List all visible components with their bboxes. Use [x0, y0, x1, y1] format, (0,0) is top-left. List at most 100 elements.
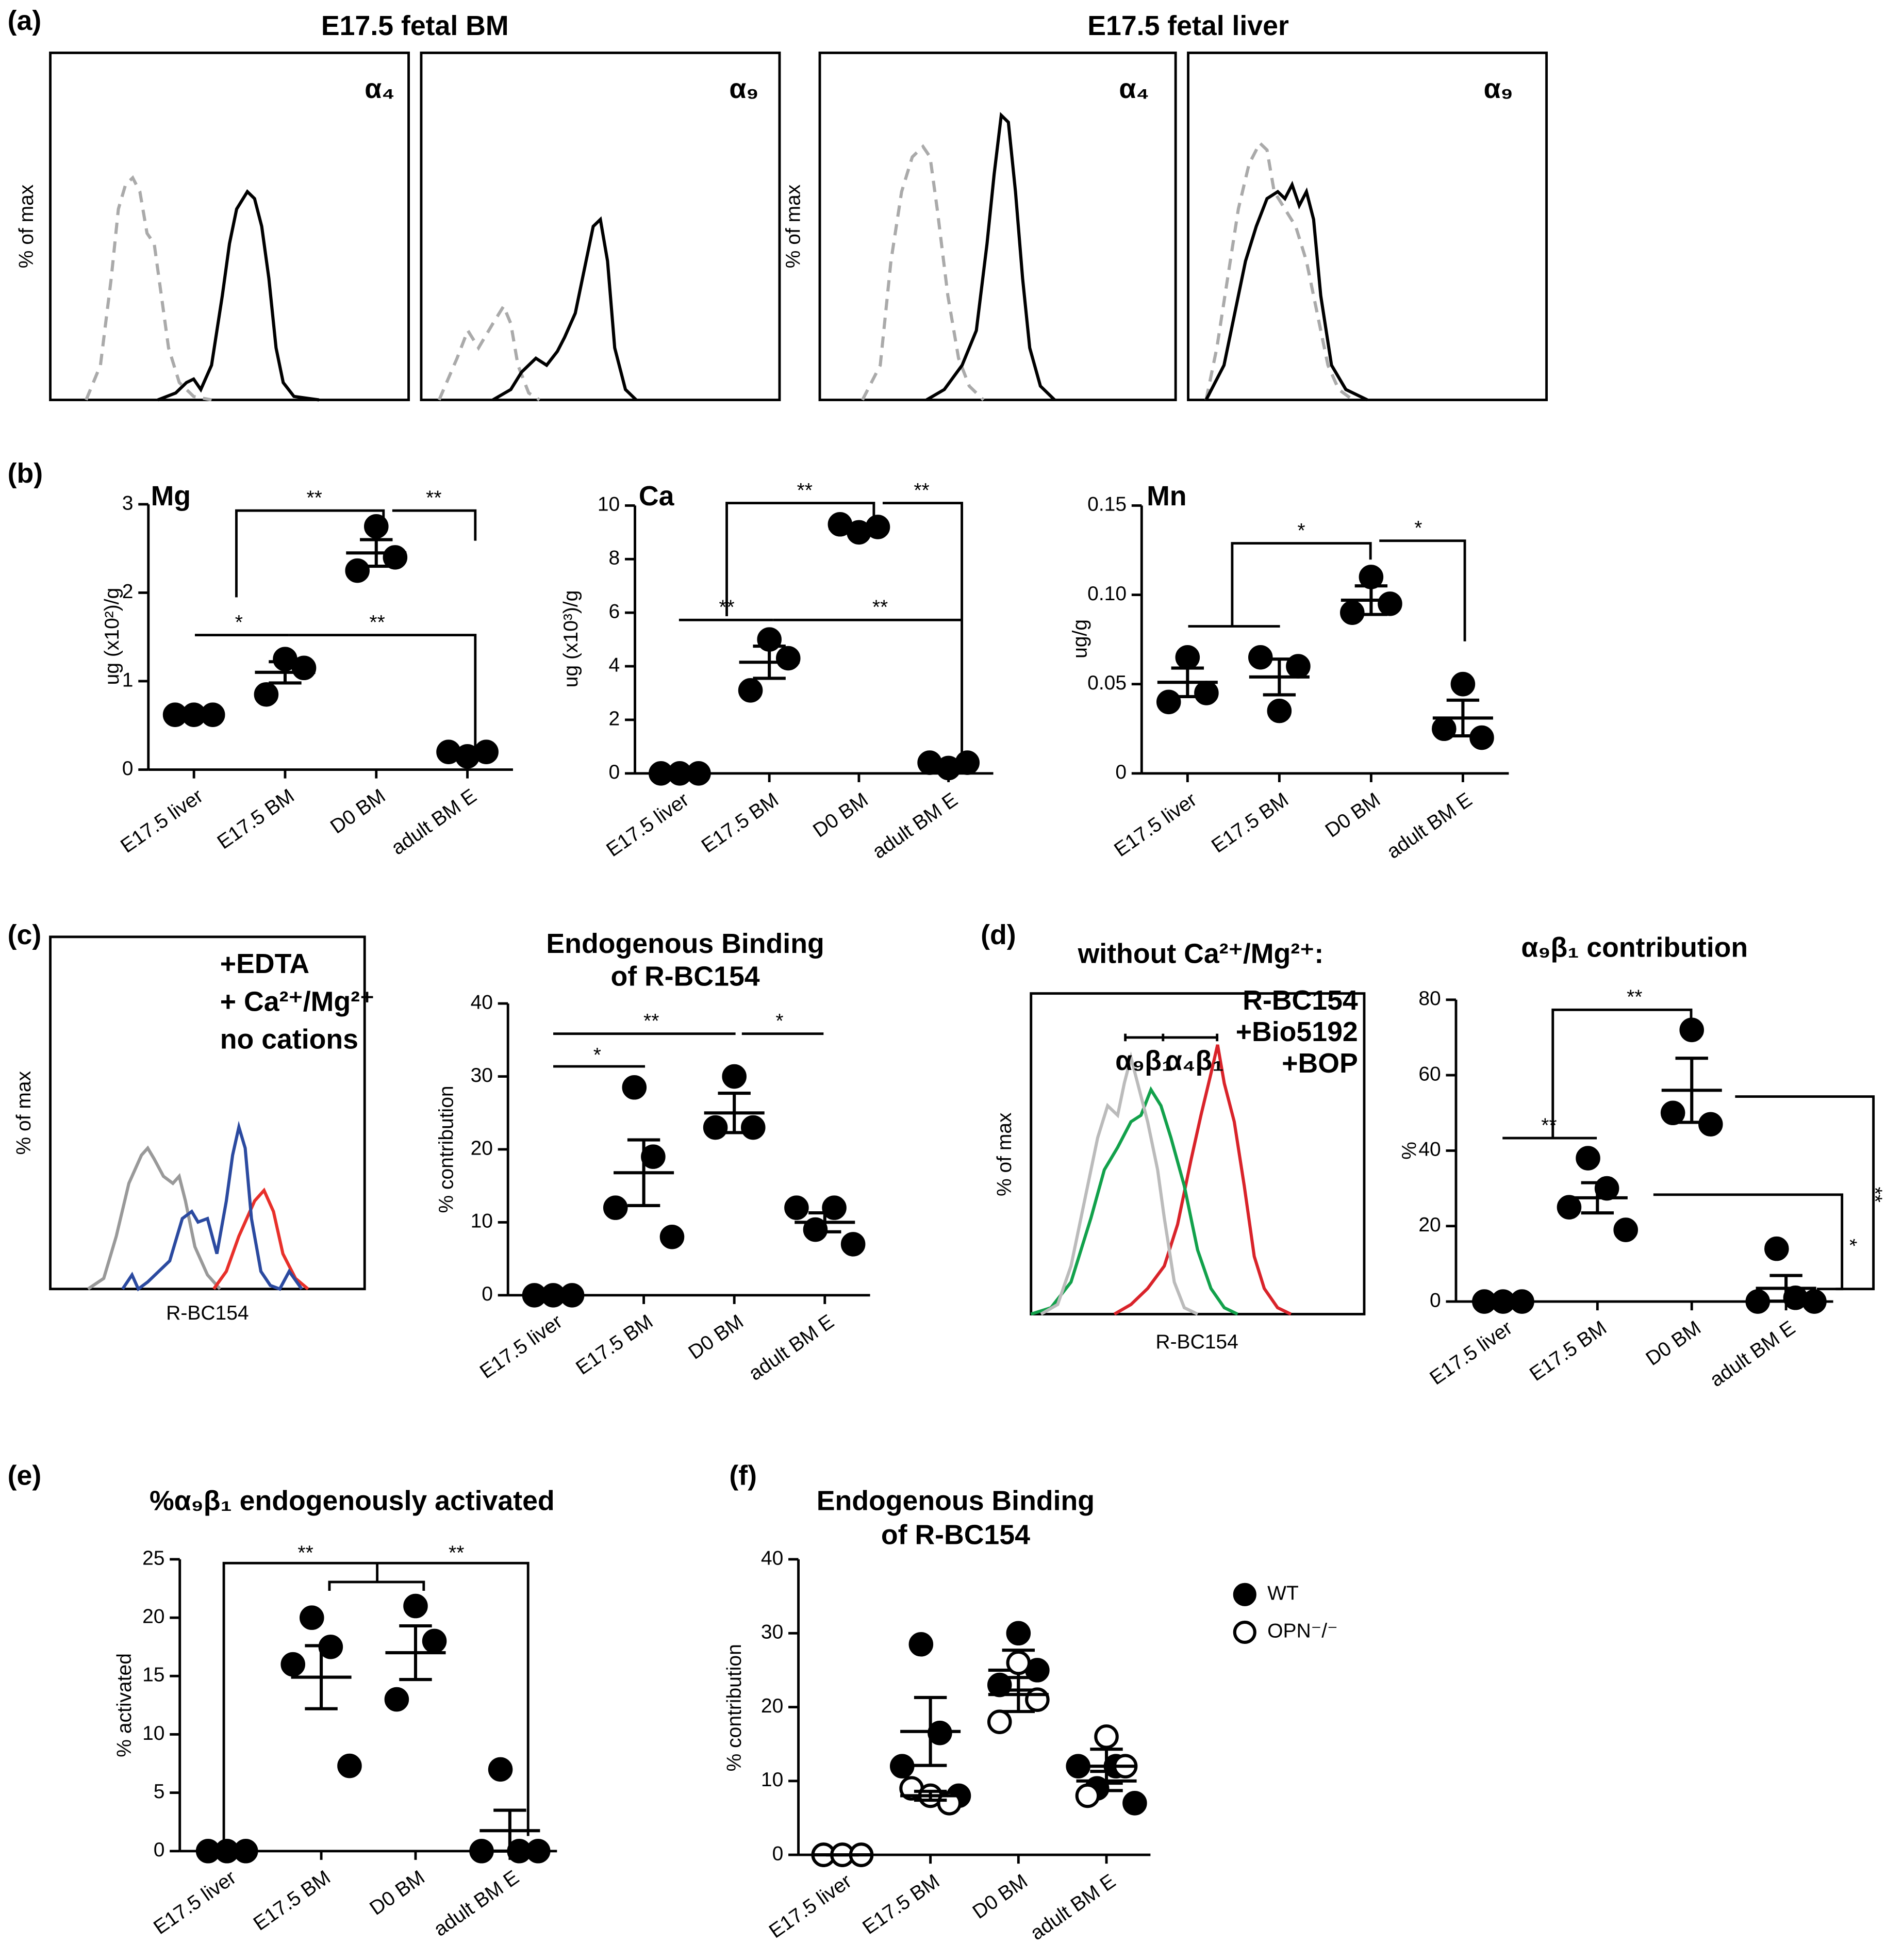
y-tick-label: 40 [1418, 1139, 1441, 1161]
significance: * [1839, 1239, 1861, 1246]
bracket [1231, 542, 1372, 627]
y-tick-label: 0 [1430, 1289, 1441, 1311]
y-tick-label: 3 [122, 492, 134, 514]
significance: * [775, 1010, 783, 1032]
marker-label: α₉ [729, 73, 758, 104]
histogram-curve [1040, 1051, 1199, 1316]
y-tick-label: 20 [142, 1605, 164, 1627]
chart-title: Mg [151, 481, 191, 512]
chart-title: Endogenous Binding [817, 1485, 1095, 1516]
y-axis-label: % contribution [723, 1644, 746, 1771]
data-point [280, 1652, 305, 1677]
y-tick-label: 6 [609, 600, 620, 622]
histogram-curve [861, 144, 985, 401]
data-point [469, 1838, 494, 1864]
chart-subtitle: of R-BC154 [611, 961, 760, 992]
marker-label: α₉ [1484, 73, 1513, 104]
data-point [622, 1075, 647, 1100]
y-tick-label: 25 [142, 1547, 164, 1569]
histogram-curve [157, 189, 320, 402]
x-tick-label: E17.5 liver [1110, 788, 1201, 861]
significance: ** [369, 612, 385, 634]
legend-entry: WT [1267, 1583, 1299, 1605]
data-point [337, 1753, 362, 1778]
panel-label: (b) [8, 458, 43, 489]
y-tick-label: 2 [609, 707, 620, 730]
data-point [740, 1115, 766, 1140]
significance: ** [297, 1542, 313, 1564]
y-tick-label: 8 [609, 547, 620, 569]
chart-title: without Ca²⁺/Mg²⁺: [1078, 938, 1324, 969]
histogram-curve [1204, 140, 1354, 402]
bracket [328, 1580, 425, 1591]
data-point [363, 514, 389, 539]
data-point [822, 1195, 847, 1220]
data-point [1613, 1217, 1638, 1242]
data-point [525, 1838, 551, 1864]
data-point [603, 1195, 628, 1220]
data-point [1745, 1289, 1771, 1314]
data-point [1469, 725, 1494, 750]
y-tick-label: 0.15 [1087, 493, 1127, 516]
bracket [1379, 539, 1466, 641]
data-point [1248, 645, 1273, 670]
y-tick-label: 40 [761, 1547, 783, 1569]
data-point [1557, 1195, 1582, 1220]
significance: ** [872, 597, 888, 619]
bracket [1551, 1008, 1693, 1139]
histogram-curve [87, 1145, 222, 1291]
panel-label: (d) [981, 919, 1016, 950]
y-axis-label: % [1398, 1142, 1420, 1160]
panel-label: (c) [8, 919, 42, 950]
data-point [422, 1628, 447, 1654]
histogram-curve [85, 175, 212, 402]
data-point [1576, 1146, 1600, 1171]
plot-frame [49, 52, 410, 401]
histogram-curve [437, 303, 540, 402]
x-axis-label: R-BC154 [166, 1302, 249, 1324]
bracket [289, 634, 477, 749]
y-tick-label: 0 [772, 1842, 784, 1865]
range-label: α₉β₁ [1115, 1045, 1173, 1076]
y-tick-label: 30 [761, 1621, 783, 1643]
x-tick-label: E17.5 BM [250, 1866, 335, 1935]
data-point [1075, 1783, 1100, 1808]
histogram-curve [121, 1121, 303, 1292]
x-tick-label: D0 BM [809, 788, 872, 842]
legend-entry: no cations [220, 1024, 358, 1055]
data-point [1450, 671, 1476, 697]
data-point [937, 1791, 962, 1816]
chart-title: Mn [1147, 481, 1186, 512]
plot-frame [1030, 992, 1366, 1315]
y-tick-label: 0 [122, 757, 134, 780]
y-tick-label: 80 [1418, 987, 1441, 1010]
x-tick-label: adult BM E [430, 1866, 523, 1941]
significance: ** [1541, 1114, 1557, 1137]
legend-entry: +Bio5192 [1236, 1016, 1358, 1047]
data-point [1025, 1687, 1050, 1712]
significance: * [593, 1044, 601, 1066]
y-tick-label: 20 [471, 1137, 493, 1159]
x-tick-label: E17.5 BM [572, 1310, 657, 1379]
plot-frame [818, 52, 1177, 401]
x-tick-label: adult BM E [868, 788, 962, 863]
bracket [1735, 1095, 1875, 1291]
data-point [1764, 1236, 1789, 1261]
histogram-curve [1113, 1044, 1292, 1316]
y-tick-label: 0 [154, 1839, 165, 1861]
data-point [1340, 600, 1365, 625]
data-point [1006, 1621, 1031, 1646]
y-axis-label: ug (x10²)/g [101, 588, 123, 685]
bracket [222, 1561, 530, 1842]
x-tick-label: D0 BM [1642, 1316, 1705, 1370]
data-point [889, 1754, 915, 1778]
bracket [882, 502, 964, 755]
y-axis-label: % of max [994, 1112, 1016, 1196]
significance: ** [449, 1542, 464, 1564]
marker-label: α₄ [1119, 73, 1149, 104]
significance: * [235, 612, 243, 634]
x-tick-label: D0 BM [1321, 788, 1384, 842]
y-tick-label: 20 [761, 1695, 783, 1717]
data-point [1094, 1724, 1119, 1749]
bracket [235, 509, 385, 598]
